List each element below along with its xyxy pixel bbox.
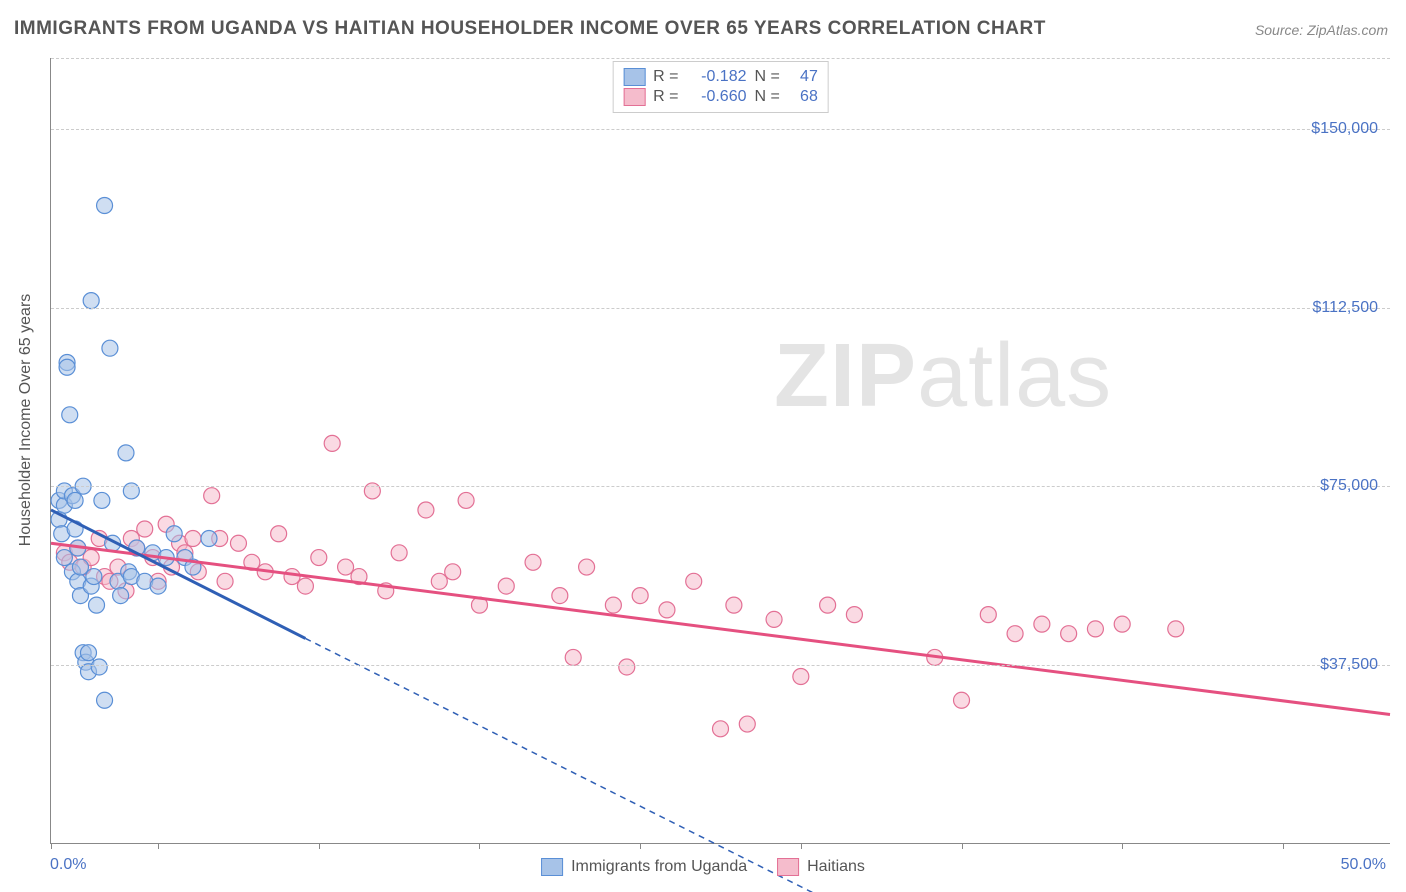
gridline xyxy=(51,308,1390,309)
data-point xyxy=(311,550,327,566)
x-tick xyxy=(158,843,159,849)
x-tick xyxy=(962,843,963,849)
data-point xyxy=(89,597,105,613)
x-tick xyxy=(801,843,802,849)
gridline xyxy=(51,58,1390,59)
data-point xyxy=(391,545,407,561)
data-point xyxy=(498,578,514,594)
data-point xyxy=(83,293,99,309)
chart-title: IMMIGRANTS FROM UGANDA VS HAITIAN HOUSEH… xyxy=(14,18,1046,40)
data-point xyxy=(137,521,153,537)
data-point xyxy=(67,492,83,508)
y-tick-label: $112,500 xyxy=(1312,299,1378,317)
data-point xyxy=(619,659,635,675)
data-point xyxy=(97,197,113,213)
data-point xyxy=(632,588,648,604)
data-point xyxy=(118,445,134,461)
x-tick xyxy=(1283,843,1284,849)
scatter-svg xyxy=(51,58,1390,843)
data-point xyxy=(62,407,78,423)
legend-item-series-2: Haitians xyxy=(777,858,865,876)
data-point xyxy=(271,526,287,542)
data-point xyxy=(418,502,434,518)
x-axis-min-label: 0.0% xyxy=(50,856,86,874)
gridline xyxy=(51,665,1390,666)
data-point xyxy=(565,649,581,665)
data-point xyxy=(150,578,166,594)
data-point xyxy=(431,573,447,589)
data-point xyxy=(230,535,246,551)
data-point xyxy=(94,492,110,508)
y-tick-label: $37,500 xyxy=(1320,656,1378,674)
data-point xyxy=(793,668,809,684)
regression-line-haitians xyxy=(51,543,1390,714)
data-point xyxy=(185,531,201,547)
data-point xyxy=(166,526,182,542)
data-point xyxy=(297,578,313,594)
y-tick-label: $75,000 xyxy=(1320,477,1378,495)
series-legend: Immigrants from Uganda Haitians xyxy=(541,858,865,876)
x-axis-max-label: 50.0% xyxy=(1341,856,1386,874)
data-point xyxy=(86,569,102,585)
data-point xyxy=(1061,626,1077,642)
x-tick xyxy=(1122,843,1123,849)
data-point xyxy=(766,611,782,627)
gridline xyxy=(51,129,1390,130)
data-point xyxy=(980,607,996,623)
legend-swatch-1 xyxy=(541,858,563,876)
legend-item-series-1: Immigrants from Uganda xyxy=(541,858,747,876)
x-tick xyxy=(640,843,641,849)
data-point xyxy=(954,692,970,708)
y-tick-label: $150,000 xyxy=(1311,120,1378,138)
data-point xyxy=(552,588,568,604)
gridline xyxy=(51,486,1390,487)
data-point xyxy=(80,645,96,661)
data-point xyxy=(525,554,541,570)
data-point xyxy=(59,359,75,375)
data-point xyxy=(338,559,354,575)
chart-plot-area: ZIPatlas R = -0.182 N = 47 R = -0.660 N … xyxy=(50,58,1390,844)
data-point xyxy=(284,569,300,585)
x-tick xyxy=(319,843,320,849)
y-axis-title: Householder Income Over 65 years xyxy=(17,294,35,547)
data-point xyxy=(605,597,621,613)
data-point xyxy=(739,716,755,732)
legend-label-2: Haitians xyxy=(807,858,865,876)
data-point xyxy=(659,602,675,618)
data-point xyxy=(1114,616,1130,632)
data-point xyxy=(846,607,862,623)
data-point xyxy=(579,559,595,575)
data-point xyxy=(113,588,129,604)
data-point xyxy=(1087,621,1103,637)
data-point xyxy=(820,597,836,613)
data-point xyxy=(686,573,702,589)
data-point xyxy=(713,721,729,737)
data-point xyxy=(1034,616,1050,632)
data-point xyxy=(204,488,220,504)
data-point xyxy=(324,435,340,451)
legend-label-1: Immigrants from Uganda xyxy=(571,858,747,876)
source-attribution: Source: ZipAtlas.com xyxy=(1255,22,1388,38)
data-point xyxy=(217,573,233,589)
data-point xyxy=(56,550,72,566)
regression-line-uganda-extrapolated xyxy=(305,638,827,892)
legend-swatch-2 xyxy=(777,858,799,876)
data-point xyxy=(1007,626,1023,642)
data-point xyxy=(72,559,88,575)
data-point xyxy=(102,340,118,356)
data-point xyxy=(1168,621,1184,637)
data-point xyxy=(445,564,461,580)
x-tick xyxy=(479,843,480,849)
data-point xyxy=(201,531,217,547)
data-point xyxy=(726,597,742,613)
data-point xyxy=(97,692,113,708)
data-point xyxy=(91,659,107,675)
data-point xyxy=(458,492,474,508)
x-tick xyxy=(51,843,52,849)
